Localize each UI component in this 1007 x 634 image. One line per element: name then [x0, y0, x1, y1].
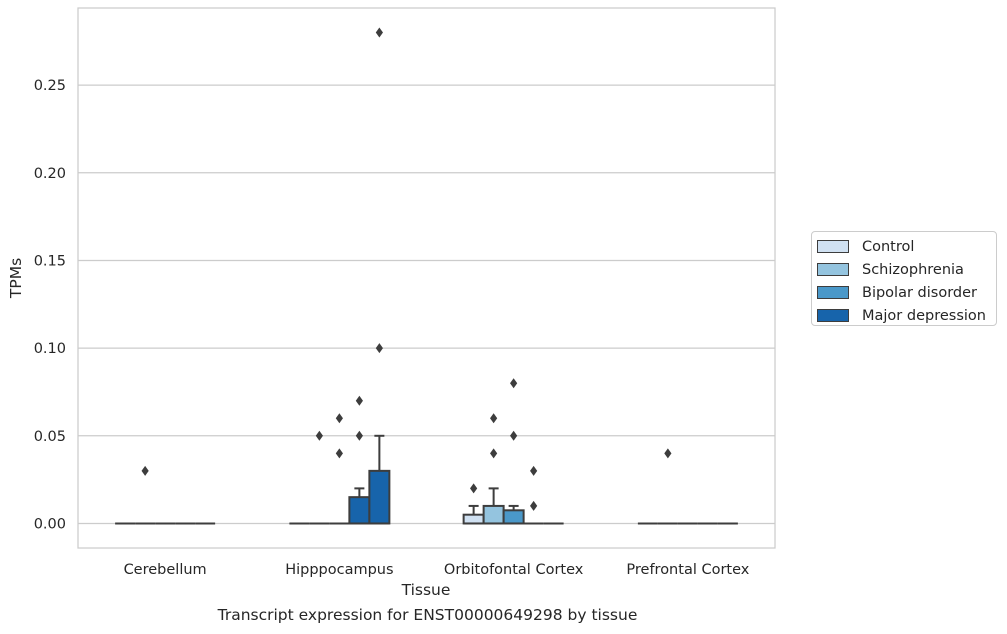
outlier-series-4-hipppocampus	[375, 27, 383, 38]
chart-caption: Transcript expression for ENST0000064929…	[217, 606, 638, 624]
box-bipolar-disorder-hipppocampus	[329, 413, 350, 525]
legend-item-schizophrenia: Schizophrenia	[817, 258, 996, 281]
gridlines	[78, 84, 775, 525]
outlier-schizophrenia-hipppocampus	[315, 430, 323, 441]
box-body-schizophrenia-orbitofontal-cortex	[482, 504, 505, 525]
box-body-major-depression-hipppocampus	[348, 496, 371, 525]
legend-item-control: Control	[817, 235, 996, 258]
legend-swatch-schizophrenia	[817, 263, 849, 276]
box-major-depression-hipppocampus	[348, 395, 371, 525]
legend-swatch-major-depression	[817, 309, 849, 322]
x-tick-label: Hipppocampus	[285, 562, 393, 578]
outlier-bipolar-disorder-hipppocampus	[335, 413, 343, 424]
x-tick-labels: Cerebellum Hipppocampus Orbitofontal Corte…	[124, 562, 750, 578]
legend: Control Schizophrenia Bipolar disorder M…	[811, 231, 997, 326]
y-tick-label: 0.00	[34, 516, 66, 532]
outlier-series-4-hipppocampus	[375, 343, 383, 354]
y-tick-label: 0.20	[34, 166, 66, 182]
box-schizophrenia-hipppocampus	[309, 430, 330, 525]
legend-item-major-depression: Major depression	[817, 304, 996, 327]
box-schizophrenia-prefrontal-cortex	[657, 448, 678, 525]
box-layer	[115, 27, 738, 525]
box-body-control-orbitofontal-cortex	[462, 513, 485, 525]
legend-swatch-bipolar-disorder	[817, 286, 849, 299]
y-tick-label: 0.05	[34, 429, 66, 445]
box-body-bipolar-disorder-orbitofontal-cortex	[502, 509, 525, 525]
box-schizophrenia-orbitofontal-cortex	[482, 413, 505, 525]
outlier-major-depression-orbitofontal-cortex	[530, 500, 538, 511]
outlier-bipolar-disorder-orbitofontal-cortex	[510, 430, 518, 441]
y-tick-label: 0.10	[34, 341, 66, 357]
x-tick-label: Orbitofontal Cortex	[444, 562, 584, 578]
plot-frame	[77, 7, 776, 549]
legend-item-bipolar-disorder: Bipolar disorder	[817, 281, 996, 304]
box-schizophrenia-cerebellum	[135, 465, 156, 525]
outlier-major-depression-orbitofontal-cortex	[530, 465, 538, 476]
x-tick-label: Prefrontal Cortex	[626, 562, 749, 578]
x-tick-label: Cerebellum	[124, 562, 207, 578]
outlier-control-orbitofontal-cortex	[470, 483, 478, 494]
legend-label-schizophrenia: Schizophrenia	[862, 261, 964, 278]
box-major-depression-orbitofontal-cortex	[523, 465, 544, 525]
y-axis-label: TPMs	[7, 258, 25, 299]
box-body-series-4-hipppocampus	[368, 469, 391, 525]
box-control-orbitofontal-cortex	[462, 483, 485, 525]
legend-label-major-depression: Major depression	[862, 307, 986, 324]
box-bipolar-disorder-orbitofontal-cortex	[502, 378, 525, 525]
outlier-schizophrenia-prefrontal-cortex	[664, 448, 672, 459]
legend-label-bipolar-disorder: Bipolar disorder	[862, 284, 977, 301]
y-tick-labels: 0.00 0.05 0.10 0.15 0.20 0.25	[34, 78, 66, 532]
outlier-schizophrenia-cerebellum	[141, 465, 149, 476]
outlier-major-depression-hipppocampus	[355, 430, 363, 441]
legend-swatch-control	[817, 240, 849, 253]
y-tick-label: 0.15	[34, 253, 66, 269]
outlier-bipolar-disorder-hipppocampus	[335, 448, 343, 459]
legend-label-control: Control	[862, 238, 915, 255]
box-series-4-hipppocampus	[368, 27, 391, 525]
x-axis-label: Tissue	[401, 581, 451, 599]
outlier-major-depression-hipppocampus	[355, 395, 363, 406]
outlier-schizophrenia-orbitofontal-cortex	[490, 448, 498, 459]
outlier-bipolar-disorder-orbitofontal-cortex	[510, 378, 518, 389]
y-tick-label: 0.25	[34, 78, 66, 94]
outlier-schizophrenia-orbitofontal-cortex	[490, 413, 498, 424]
